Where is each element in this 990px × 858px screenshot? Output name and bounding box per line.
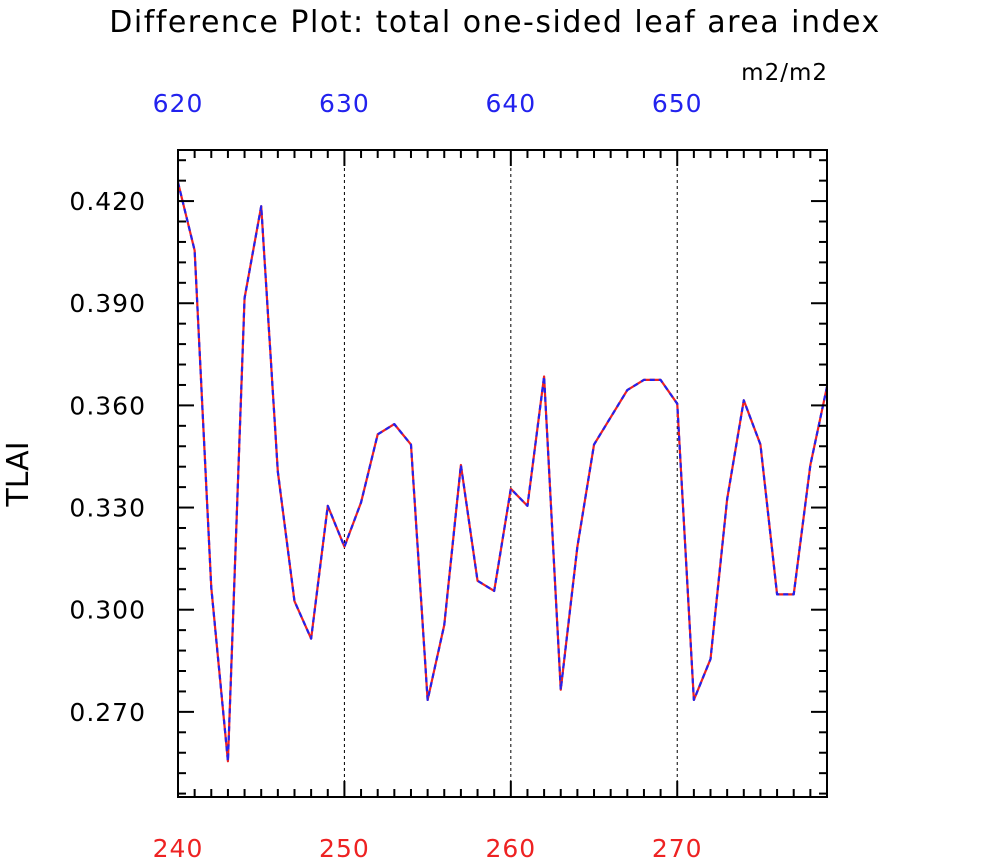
y-axis-label: TLAI (1, 441, 36, 507)
series-line-2 (176, 182, 829, 763)
y-tick-label: 0.390 (69, 289, 146, 318)
x-tick-label-bottom: 260 (485, 834, 536, 858)
x-tick-label-top: 630 (319, 89, 370, 118)
x-tick-label-top: 620 (153, 89, 204, 118)
plot-frame (177, 149, 828, 798)
units-label: m2/m2 (741, 60, 828, 86)
series-layer (176, 182, 829, 763)
grid-layer (343, 150, 678, 797)
y-tick-label: 0.420 (69, 187, 146, 216)
x-tick-label-top: 650 (652, 89, 703, 118)
x-tick-label-bottom: 240 (153, 834, 204, 858)
x-tick-label-top: 640 (485, 89, 536, 118)
y-tick-label: 0.360 (69, 391, 146, 420)
y-tick-label: 0.330 (69, 494, 146, 523)
x-tick-label-bottom: 270 (652, 834, 703, 858)
label-layer: 240 250 260 270 620 630 640 650 0.270 0.300 0.330 0… (69, 89, 703, 858)
y-tick-label: 0.270 (69, 698, 146, 727)
tick-layer (177, 150, 828, 797)
chart-title: Difference Plot: total one-sided leaf ar… (109, 5, 880, 40)
series-line-1 (176, 182, 829, 763)
x-tick-label-bottom: 250 (319, 834, 370, 858)
y-tick-label: 0.300 (69, 596, 146, 625)
